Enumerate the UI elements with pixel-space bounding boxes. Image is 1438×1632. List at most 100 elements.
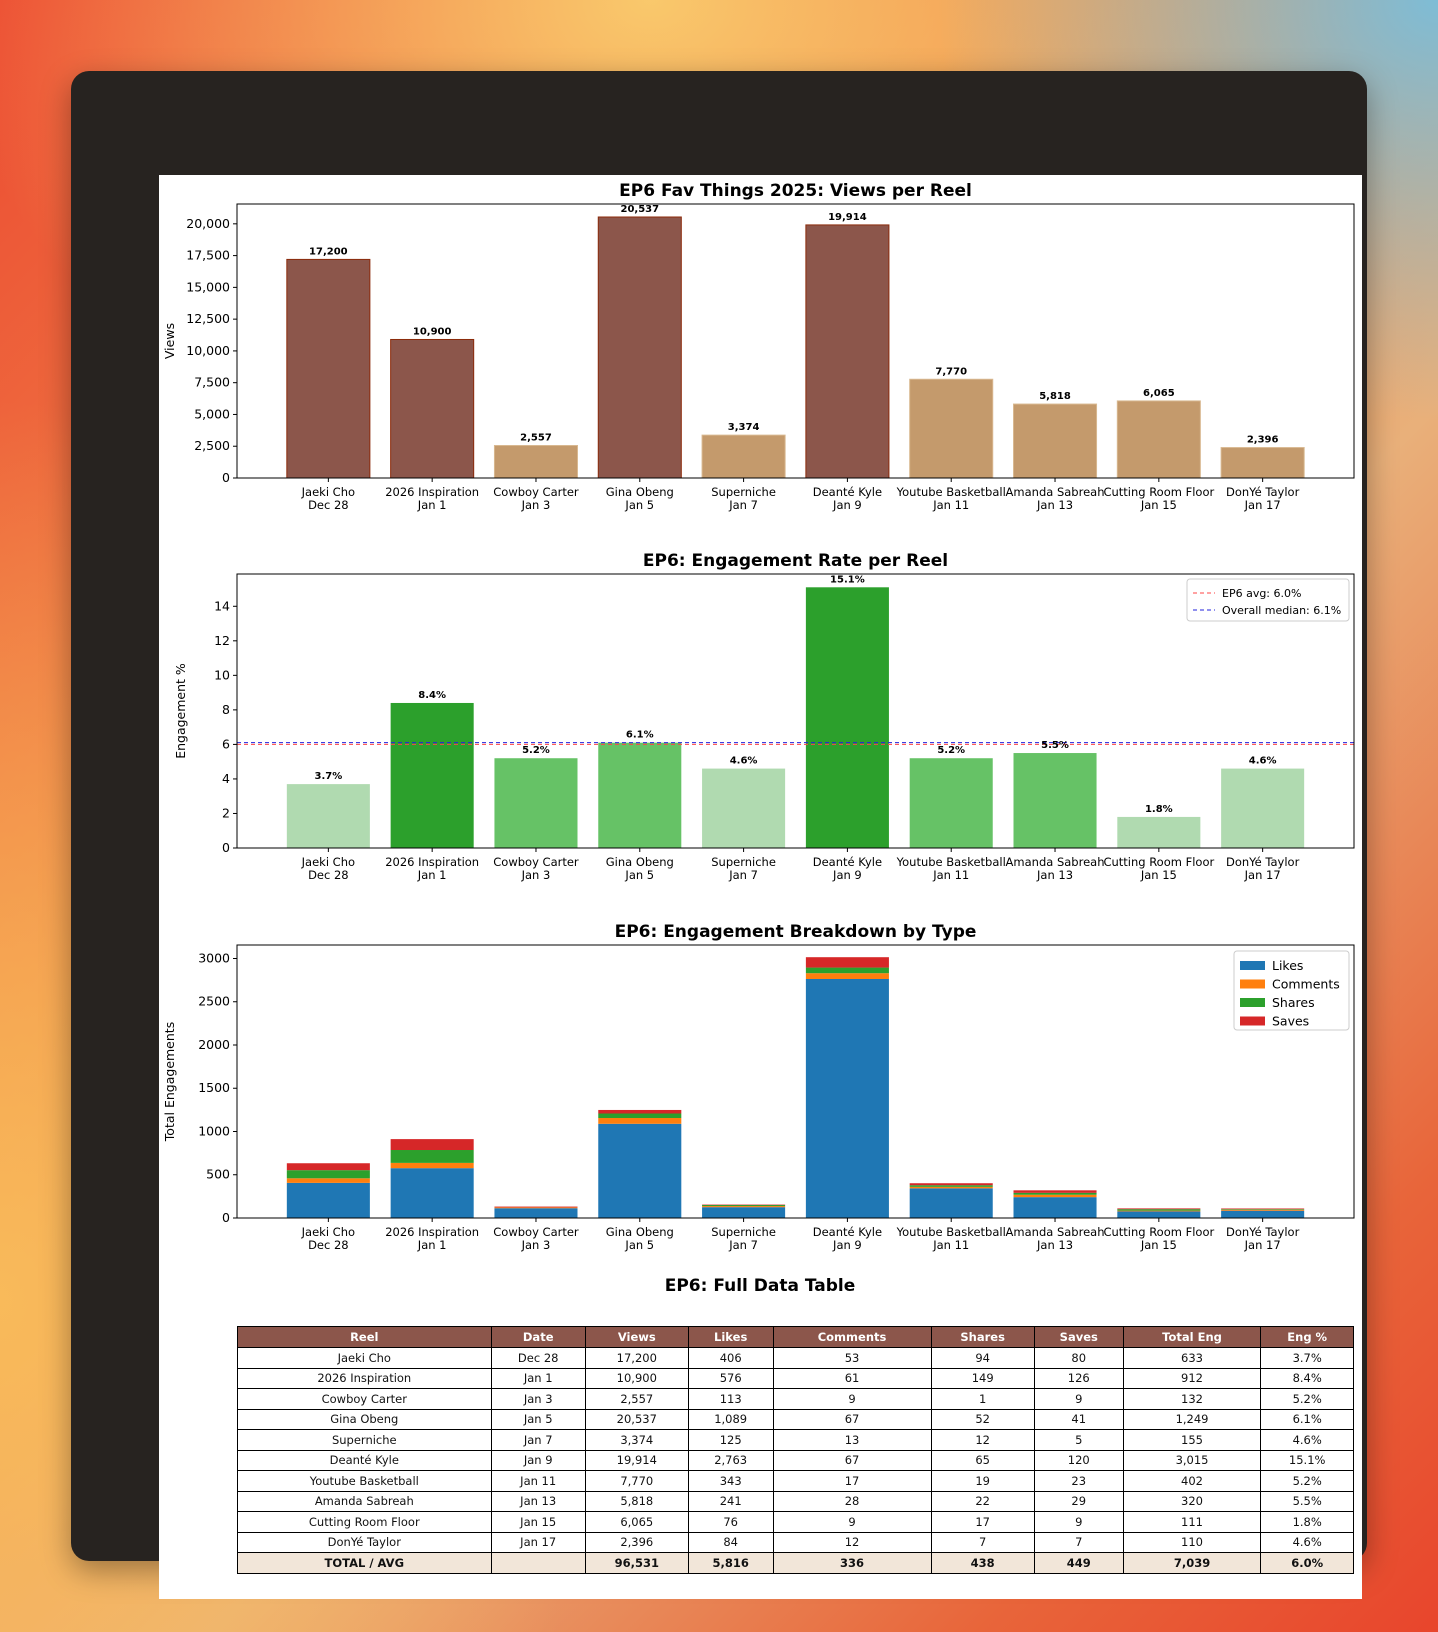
x-tick-label-name: Amanda Sabreah	[1006, 855, 1105, 869]
table-row: DonYé Taylor Jan 17 2,396 84 12 7 7 110 4.6%	[237, 1531, 1354, 1553]
x-tick-label-date: Jan 11	[932, 1238, 969, 1252]
x-tick-label-date: Jan 3	[521, 1238, 551, 1252]
views-data-label: 5,818	[1039, 391, 1071, 402]
comments-segment	[598, 1118, 682, 1124]
legend-label: Shares	[1272, 995, 1315, 1010]
table-cell: 8.4%	[1260, 1367, 1354, 1389]
table-cell: Jan 7	[490, 1429, 586, 1451]
saves-segment	[286, 1163, 370, 1171]
table-cell: Jan 5	[490, 1408, 586, 1430]
x-tick-label-date: Dec 28	[308, 1238, 349, 1252]
table-row: Youtube Basketball Jan 11 7,770 343 17 19 23 40…	[237, 1470, 1354, 1492]
x-tick-label-date: Jan 9	[832, 498, 862, 512]
table-cell: Jan 13	[490, 1490, 586, 1512]
table-row: Cowboy Carter Jan 3 2,557 113 9 1 9 132 5.2%	[237, 1388, 1354, 1410]
table-cell: 19,914	[584, 1449, 689, 1471]
views-data-label: 10,900	[413, 326, 452, 337]
total-cell: 6.0%	[1260, 1552, 1354, 1574]
table-cell: 120	[1033, 1449, 1124, 1471]
y-tick-label: 2500	[198, 994, 230, 1009]
engagement-data-label: 4.6%	[730, 756, 758, 767]
table-cell: 9	[772, 1511, 932, 1533]
y-tick-label: 0	[222, 470, 230, 485]
table-cell: 402	[1122, 1470, 1262, 1492]
chart-title: EP6: Engagement Breakdown by Type	[615, 922, 977, 942]
y-tick-label: 6	[222, 736, 230, 751]
y-tick-label: 7,500	[194, 375, 230, 390]
x-tick-label-date: Jan 15	[1140, 868, 1177, 882]
chart-1	[233, 203, 1355, 482]
table-cell: 5.2%	[1260, 1388, 1354, 1410]
total-cell: TOTAL / AVG	[237, 1552, 492, 1574]
saves-segment	[1117, 1208, 1201, 1210]
column-header: Saves	[1033, 1326, 1124, 1348]
x-tick-label-date: Jan 3	[521, 498, 551, 512]
x-tick-label-date: Jan 17	[1244, 1238, 1281, 1252]
views-data-label: 3,374	[728, 422, 760, 433]
comments-segment	[286, 1178, 370, 1183]
views-bar	[390, 338, 475, 479]
engagement-bar	[286, 784, 370, 848]
table-cell: 7	[930, 1531, 1035, 1553]
x-tick-label-date: Dec 28	[308, 498, 349, 512]
table-cell: 241	[687, 1490, 774, 1512]
table-cell: 149	[930, 1367, 1035, 1389]
table-cell: 2026 Inspiration	[237, 1367, 492, 1389]
views-data-label: 20,537	[620, 204, 659, 215]
table-cell: Jan 9	[490, 1449, 586, 1471]
legend-label: Likes	[1272, 958, 1303, 973]
device-frame: EP6 Fav Things 2025: Views per Reel 0 2,50…	[71, 71, 1367, 1599]
engagement-data-label: 8.4%	[418, 690, 446, 701]
y-axis-label: Engagement %	[173, 663, 188, 759]
table-cell: Jan 15	[490, 1511, 586, 1533]
table-cell: 5.5%	[1260, 1490, 1354, 1512]
x-tick-label-name: 2026 Inspiration	[385, 855, 479, 869]
table-cell: 17,200	[584, 1347, 689, 1369]
views-data-label: 19,914	[828, 212, 867, 223]
x-tick-label-name: Cutting Room Floor	[1103, 485, 1214, 499]
y-tick-label: 500	[206, 1167, 230, 1182]
saves-segment	[909, 1183, 993, 1186]
column-header: Total Eng	[1122, 1326, 1262, 1348]
saves-segment	[1013, 1190, 1097, 1193]
table-cell: 94	[930, 1347, 1035, 1369]
comments-segment	[805, 973, 889, 979]
engagement-bar	[909, 758, 993, 848]
x-tick-label-name: Deanté Kyle	[813, 485, 882, 499]
views-bar	[909, 378, 994, 479]
table-cell: 912	[1122, 1367, 1262, 1389]
engagement-bar	[1221, 768, 1305, 848]
table-cell: 2,763	[687, 1449, 774, 1471]
column-header: Eng %	[1260, 1326, 1354, 1348]
x-tick-label-name: Cowboy Carter	[493, 1225, 579, 1239]
table-cell: 9	[1033, 1511, 1124, 1533]
x-tick-label-date: Jan 1	[417, 868, 447, 882]
x-tick-label-date: Jan 1	[417, 1238, 447, 1252]
table-cell: 126	[1033, 1367, 1124, 1389]
x-tick-label-date: Jan 11	[932, 498, 969, 512]
table-cell: 132	[1122, 1388, 1262, 1410]
table-cell: 110	[1122, 1531, 1262, 1553]
table-cell: 28	[772, 1490, 932, 1512]
table-row: Gina Obeng Jan 5 20,537 1,089 67 52 41 1,249 6.1…	[237, 1408, 1354, 1430]
engagement-bar	[1013, 753, 1097, 848]
axes-frame	[236, 944, 1355, 1219]
x-tick-label-name: Gina Obeng	[606, 485, 674, 499]
table-cell: 41	[1033, 1408, 1124, 1430]
table-cell: 1,089	[687, 1408, 774, 1430]
x-tick-label-date: Jan 17	[1244, 498, 1281, 512]
y-tick-label: 4	[222, 771, 230, 786]
views-data-label: 6,065	[1143, 388, 1175, 399]
engagement-data-label: 3.7%	[314, 771, 342, 782]
x-tick-label-name: DonYé Taylor	[1226, 1225, 1300, 1239]
views-data-label: 7,770	[935, 366, 967, 377]
saves-segment	[390, 1139, 474, 1151]
engagement-data-label: 5.2%	[937, 745, 965, 756]
saves-segment	[805, 957, 889, 968]
x-tick-label-name: Jaeki Cho	[301, 1225, 355, 1239]
y-tick-label: 15,000	[186, 279, 230, 294]
x-tick-label-name: Deanté Kyle	[813, 1225, 882, 1239]
likes-segment	[909, 1188, 993, 1218]
x-tick-label-name: Cutting Room Floor	[1103, 855, 1214, 869]
total-cell: 5,816	[687, 1552, 774, 1574]
